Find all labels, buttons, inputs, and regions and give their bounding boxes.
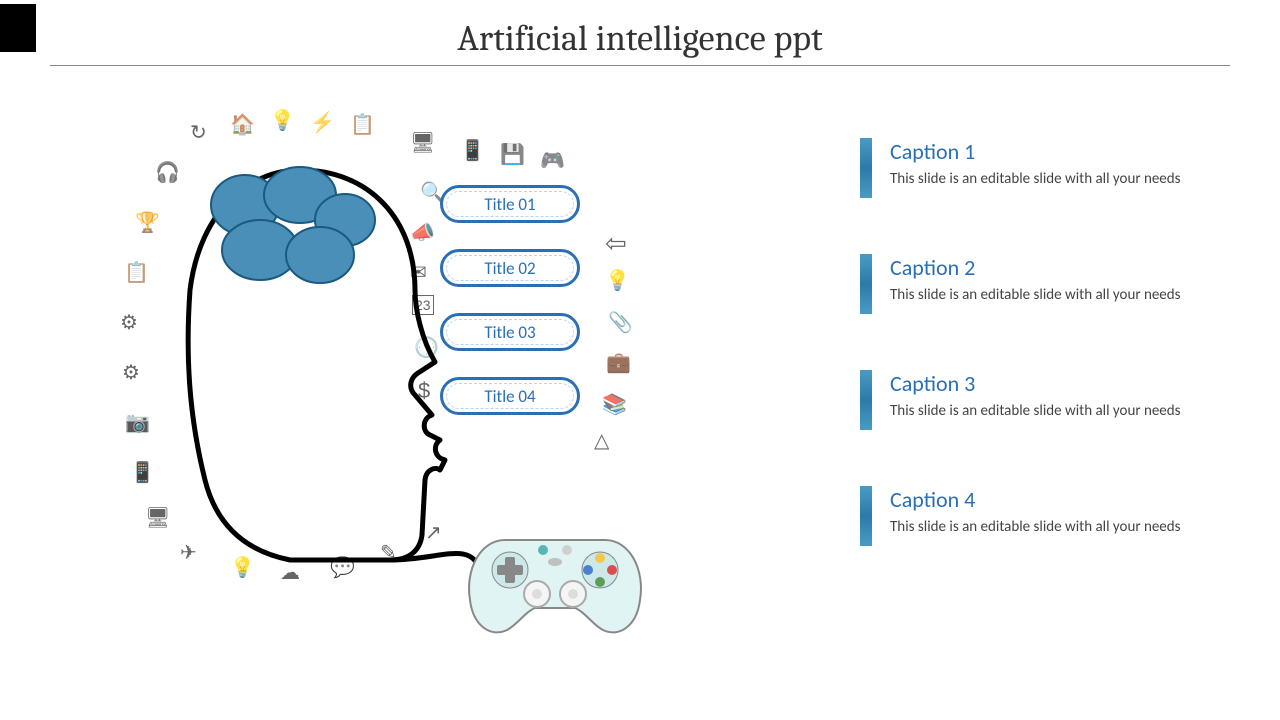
caption-item-3: Caption 3 This slide is an editable slid…: [860, 370, 1190, 430]
caption-desc: This slide is an editable slide with all…: [890, 285, 1190, 305]
caption-text-block: Caption 4 This slide is an editable slid…: [890, 486, 1190, 546]
doodle-icon: 📋: [350, 112, 375, 137]
header: Artificial intelligence ppt: [0, 0, 1280, 66]
caption-desc: This slide is an editable slide with all…: [890, 517, 1190, 537]
caption-accent-bar: [860, 254, 872, 314]
caption-title: Caption 1: [890, 138, 1190, 165]
doodle-icon: 📷: [125, 410, 150, 435]
doodle-icon: 🏆: [135, 210, 160, 235]
header-accent-block: [0, 4, 36, 52]
caption-text-block: Caption 1 This slide is an editable slid…: [890, 138, 1190, 198]
doodle-icon: 📱: [130, 460, 155, 485]
captions-column: Caption 1 This slide is an editable slid…: [860, 138, 1190, 546]
caption-accent-bar: [860, 370, 872, 430]
title-pill-stack: Title 01 Title 02 Title 03 Title 04: [440, 185, 580, 415]
caption-title: Caption 4: [890, 486, 1190, 513]
pill-label: Title 02: [484, 258, 535, 279]
brain-icon: [200, 165, 390, 305]
doodle-icon: 💡: [270, 108, 295, 133]
title-pill-1[interactable]: Title 01: [440, 185, 580, 223]
caption-item-1: Caption 1 This slide is an editable slid…: [860, 138, 1190, 198]
title-pill-4[interactable]: Title 04: [440, 377, 580, 415]
title-underline: [50, 65, 1230, 66]
pill-label: Title 01: [484, 194, 535, 215]
caption-text-block: Caption 3 This slide is an editable slid…: [890, 370, 1190, 430]
caption-item-2: Caption 2 This slide is an editable slid…: [860, 254, 1190, 314]
caption-item-4: Caption 4 This slide is an editable slid…: [860, 486, 1190, 546]
doodle-icon: 📋: [124, 260, 149, 285]
caption-title: Caption 2: [890, 254, 1190, 281]
pill-label: Title 03: [484, 322, 535, 343]
doodle-icon: ⚙: [122, 360, 140, 385]
caption-accent-bar: [860, 486, 872, 546]
doodle-icon: 🏠: [230, 112, 255, 137]
pill-label: Title 04: [484, 386, 535, 407]
main-content: ↻ 🏠 💡 ⚡ 📋 🖥 📱 💾 🎮 🔍 📣 ⇦ ✉ 💡 23 📎 🕐 💼 $ 📚…: [0, 90, 1280, 720]
gamepad-icon: [465, 520, 645, 650]
title-pill-3[interactable]: Title 03: [440, 313, 580, 351]
caption-desc: This slide is an editable slide with all…: [890, 401, 1190, 421]
caption-desc: This slide is an editable slide with all…: [890, 169, 1190, 189]
caption-text-block: Caption 2 This slide is an editable slid…: [890, 254, 1190, 314]
doodle-icon: ⚙: [120, 310, 138, 335]
caption-title: Caption 3: [890, 370, 1190, 397]
title-pill-2[interactable]: Title 02: [440, 249, 580, 287]
page-title: Artificial intelligence ppt: [0, 18, 1280, 65]
caption-accent-bar: [860, 138, 872, 198]
head-illustration: ↻ 🏠 💡 ⚡ 📋 🖥 📱 💾 🎮 🔍 📣 ⇦ ✉ 💡 23 📎 🕐 💼 $ 📚…: [130, 120, 670, 660]
doodle-icon: ⚡: [310, 110, 335, 135]
